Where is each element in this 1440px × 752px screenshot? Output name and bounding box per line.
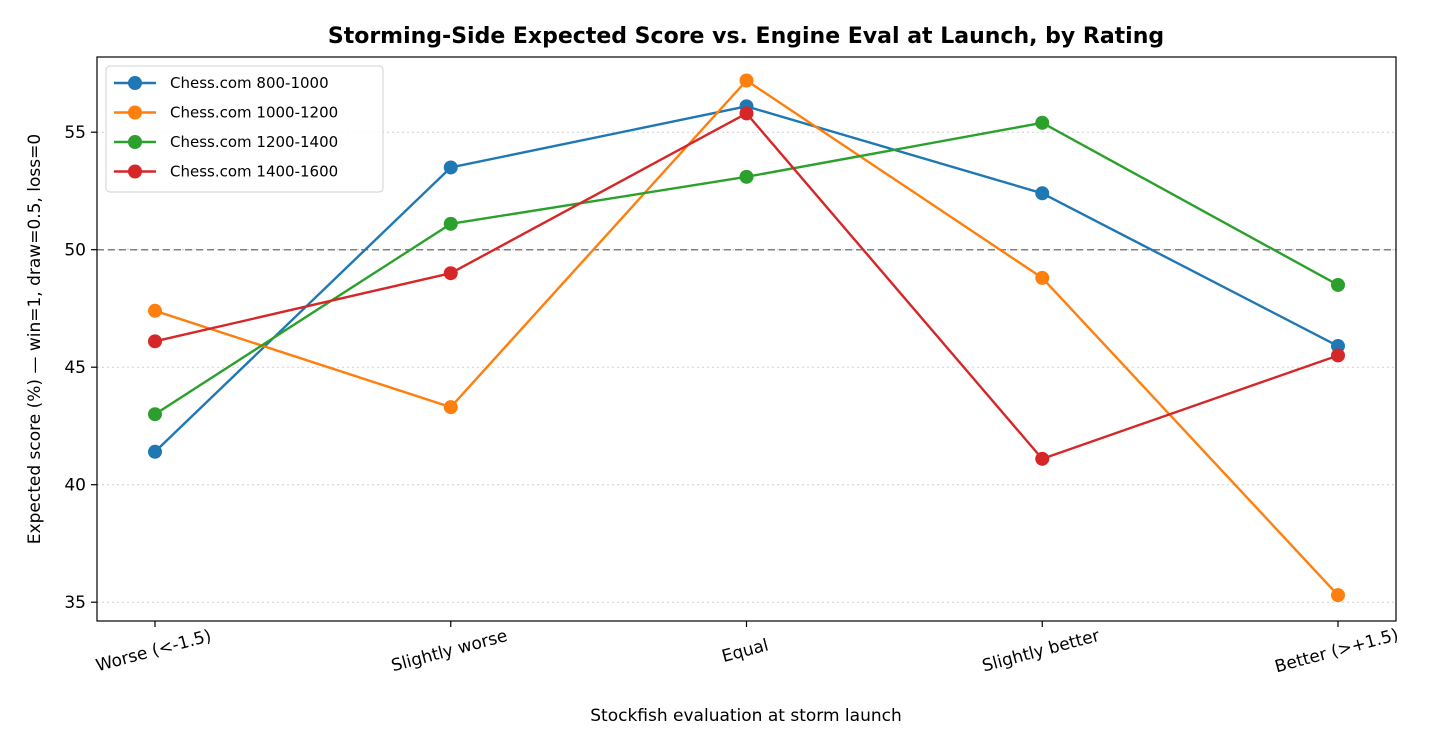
legend-swatch-marker (128, 105, 142, 120)
x-tick-label: Better (>+1.5) (1273, 625, 1401, 677)
data-point (1035, 115, 1050, 130)
legend-item: Chess.com 1400-1600 (114, 163, 338, 181)
legend-label: Chess.com 1000-1200 (170, 104, 338, 122)
legend-swatch-marker (128, 164, 142, 179)
x-axis-ticks: Worse (<-1.5) Slightly worse Equal Slightly… (94, 621, 1401, 677)
x-tick-label: Worse (<-1.5) (94, 626, 214, 676)
data-point (148, 407, 162, 422)
data-point (739, 106, 754, 121)
data-point (1035, 270, 1050, 285)
data-point (443, 216, 458, 231)
data-point (443, 400, 458, 415)
y-tick-label: 55 (64, 123, 86, 143)
y-tick-label: 50 (64, 241, 86, 261)
data-point (443, 266, 458, 281)
y-axis-label: Expected score (%) — win=1, draw=0.5, lo… (25, 134, 45, 544)
y-tick-label: 40 (64, 476, 86, 496)
x-axis-label: Stockfish evaluation at storm launch (590, 706, 902, 726)
data-point (148, 444, 162, 459)
y-tick-label: 35 (64, 593, 86, 613)
x-tick-label: Equal (720, 635, 771, 667)
legend-swatch-marker (128, 76, 142, 90)
legend-item: Chess.com 1000-1200 (114, 104, 338, 122)
legend-label: Chess.com 800-1000 (170, 74, 329, 92)
data-point (739, 169, 754, 184)
legend-box (105, 65, 384, 193)
data-point (443, 160, 458, 175)
series-layer (148, 73, 1345, 603)
legend-swatch-marker (128, 135, 142, 149)
data-point (1035, 451, 1050, 466)
legend-item: Chess.com 1200-1400 (114, 133, 338, 151)
data-point (1331, 588, 1345, 603)
legend-label: Chess.com 1400-1600 (170, 163, 338, 181)
data-point (1331, 348, 1345, 363)
data-point (148, 303, 162, 318)
data-point (739, 73, 754, 88)
legend-label: Chess.com 1200-1400 (170, 133, 338, 151)
data-point (1331, 277, 1345, 292)
data-point (148, 334, 162, 349)
data-point (1035, 186, 1050, 201)
y-tick-label: 45 (64, 358, 86, 378)
gridlines (97, 131, 1396, 603)
series-2 (148, 73, 1345, 603)
legend: Chess.com 800-1000 Chess.com 1000-1200 Che… (105, 65, 384, 193)
y-axis-ticks: 35 40 45 50 55 (64, 123, 97, 613)
legend-item: Chess.com 800-1000 (114, 74, 329, 92)
series-3 (148, 115, 1345, 422)
chart-title: Storming-Side Expected Score vs. Engine … (328, 24, 1164, 49)
x-tick-label: Slightly worse (389, 626, 509, 676)
series-4 (148, 106, 1345, 466)
x-tick-label: Slightly better (980, 626, 1102, 677)
